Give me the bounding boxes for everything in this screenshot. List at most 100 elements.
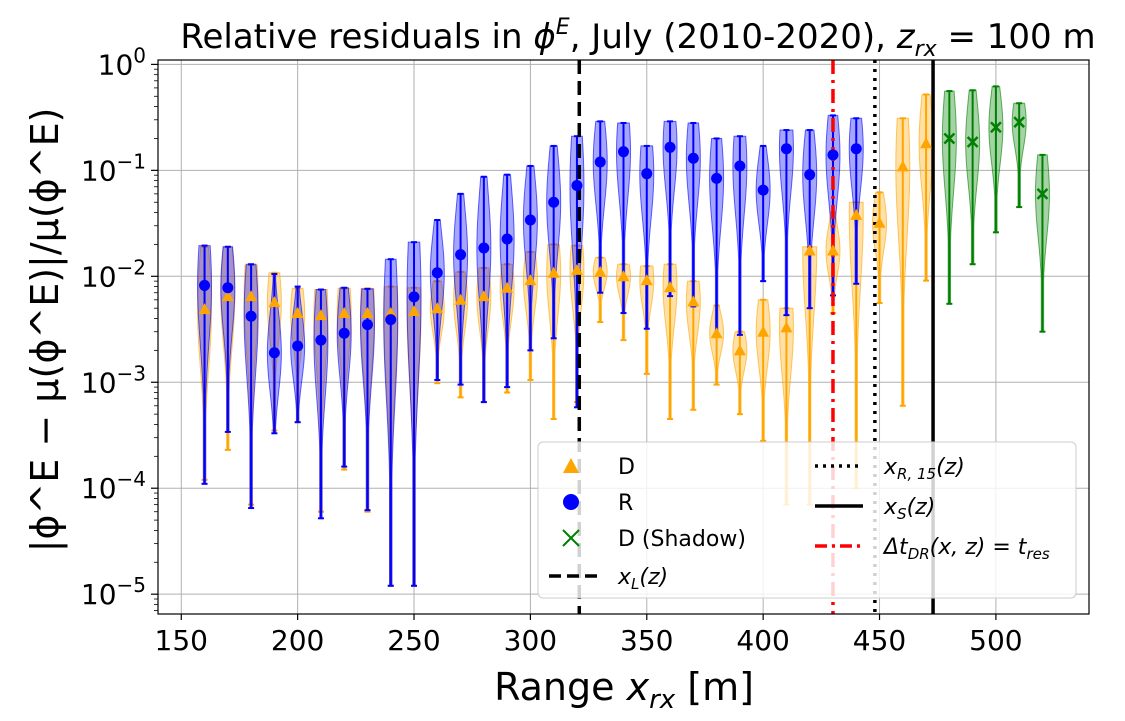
- median-point-r: [780, 143, 792, 155]
- median-point-d: [221, 290, 234, 302]
- median-point-d: [664, 281, 677, 293]
- y-tick-label: 10−4: [81, 467, 146, 505]
- legend: D R D (Shadow) xL(z) xR, 15(z) xS(z) ΔtD…: [537, 441, 1077, 599]
- median-point-d: [245, 290, 258, 302]
- median-point-d: [570, 263, 583, 275]
- median-point-r: [268, 347, 280, 359]
- legend-label-xs: xS(z): [883, 495, 935, 523]
- legend-label-r: R: [618, 491, 633, 516]
- median-point-r: [199, 279, 211, 291]
- median-point-d: [408, 305, 421, 317]
- x-tick-label: 250: [387, 624, 440, 657]
- x-tick-label: 400: [736, 624, 789, 657]
- median-point-d: [338, 307, 351, 319]
- median-point-d: [314, 309, 327, 321]
- median-point-d: [757, 325, 770, 337]
- median-point-d: [687, 295, 700, 307]
- y-tick-label: 100: [98, 43, 146, 81]
- median-point-r: [687, 152, 699, 164]
- y-axis-label: |ϕ^E − μ(ϕ^E)|/μ(ϕ^E): [23, 108, 68, 553]
- median-point-r: [571, 179, 583, 191]
- legend-label-shadow: D (Shadow): [618, 527, 746, 552]
- median-point-r: [757, 184, 769, 196]
- legend-box: [537, 441, 1077, 599]
- legend-label-tres: ΔtDR(x, z) = tres: [882, 535, 1050, 563]
- triangle-marker-icon: [563, 458, 579, 473]
- circle-marker-icon: [563, 494, 579, 510]
- median-point-d: [431, 302, 444, 314]
- median-point-r: [245, 310, 257, 322]
- median-point-r: [315, 334, 327, 346]
- legend-entry-shadow: D (Shadow): [562, 527, 746, 552]
- median-point-d: [873, 216, 886, 228]
- median-point-r: [618, 146, 629, 158]
- median-point-shadow: [966, 136, 979, 148]
- median-point-d: [710, 327, 723, 339]
- x-tick-label: 450: [853, 624, 906, 657]
- median-point-r: [664, 141, 676, 153]
- median-point-d: [594, 265, 607, 277]
- x-tick-label: 300: [504, 624, 557, 657]
- median-point-r: [524, 214, 536, 226]
- y-tick-label: 10−2: [81, 255, 146, 293]
- legend-entry-xs: xS(z): [815, 495, 935, 523]
- chart-title: Relative residuals in ϕE, July (2010-202…: [180, 15, 1095, 62]
- median-point-d: [501, 281, 514, 293]
- median-point-r: [594, 156, 606, 168]
- median-point-r: [641, 168, 653, 180]
- median-point-r: [222, 282, 234, 294]
- median-point-r: [734, 160, 746, 172]
- x-tick-label: 150: [155, 624, 208, 657]
- y-tick-label: 10−3: [81, 361, 146, 399]
- median-markers: [198, 116, 1049, 359]
- median-point-shadow: [1013, 116, 1026, 129]
- median-point-shadow: [1036, 187, 1049, 200]
- plot-frame: [157, 59, 1090, 615]
- median-point-d: [477, 290, 490, 302]
- median-point-r: [338, 327, 350, 339]
- median-point-d: [361, 307, 374, 319]
- legend-entry-r: R: [563, 491, 633, 516]
- median-point-d: [640, 274, 653, 286]
- legend-label-xl: xL(z): [617, 565, 668, 593]
- x-tick-label: 350: [620, 624, 673, 657]
- median-point-r: [408, 291, 420, 303]
- median-point-d: [896, 160, 909, 172]
- median-point-r: [455, 249, 467, 261]
- legend-label-d: D: [618, 455, 635, 480]
- median-point-d: [920, 137, 933, 149]
- median-point-r: [804, 169, 816, 181]
- median-point-r: [385, 314, 397, 326]
- x-tick-label: 500: [969, 624, 1022, 657]
- median-point-d: [268, 296, 281, 308]
- legend-entry-xr15: xR, 15(z): [815, 455, 965, 483]
- x-marker-icon: [562, 529, 580, 547]
- median-point-r: [850, 143, 862, 155]
- median-point-d: [547, 266, 560, 278]
- median-point-d: [198, 303, 211, 315]
- median-point-d: [291, 307, 304, 319]
- median-point-r: [501, 233, 513, 245]
- median-point-shadow: [990, 121, 1002, 134]
- median-point-d: [524, 274, 537, 286]
- median-point-r: [548, 196, 560, 208]
- legend-entry-d: D: [563, 455, 635, 480]
- median-point-d: [826, 244, 839, 256]
- median-point-r: [478, 242, 490, 254]
- legend-label-xr15: xR, 15(z): [883, 455, 965, 483]
- median-point-r: [361, 319, 373, 331]
- y-tick-label: 10−5: [81, 573, 146, 611]
- median-point-d: [617, 270, 630, 282]
- median-point-r: [711, 172, 723, 184]
- x-axis-ticks: 150 200 250 300 350 400 450 500: [155, 614, 1023, 657]
- legend-entry-tres: ΔtDR(x, z) = tres: [815, 535, 1050, 563]
- median-point-r: [292, 340, 304, 352]
- median-point-r: [431, 267, 443, 279]
- violins: [197, 85, 1050, 587]
- x-axis-label: Range xrx [m]: [494, 665, 754, 715]
- median-point-d: [780, 321, 793, 333]
- median-point-d: [803, 244, 816, 256]
- y-tick-label: 10−1: [81, 149, 146, 187]
- y-axis-ticks: 10−5 10−4 10−3 10−2 10−1 100: [81, 43, 158, 611]
- median-point-shadow: [943, 132, 956, 145]
